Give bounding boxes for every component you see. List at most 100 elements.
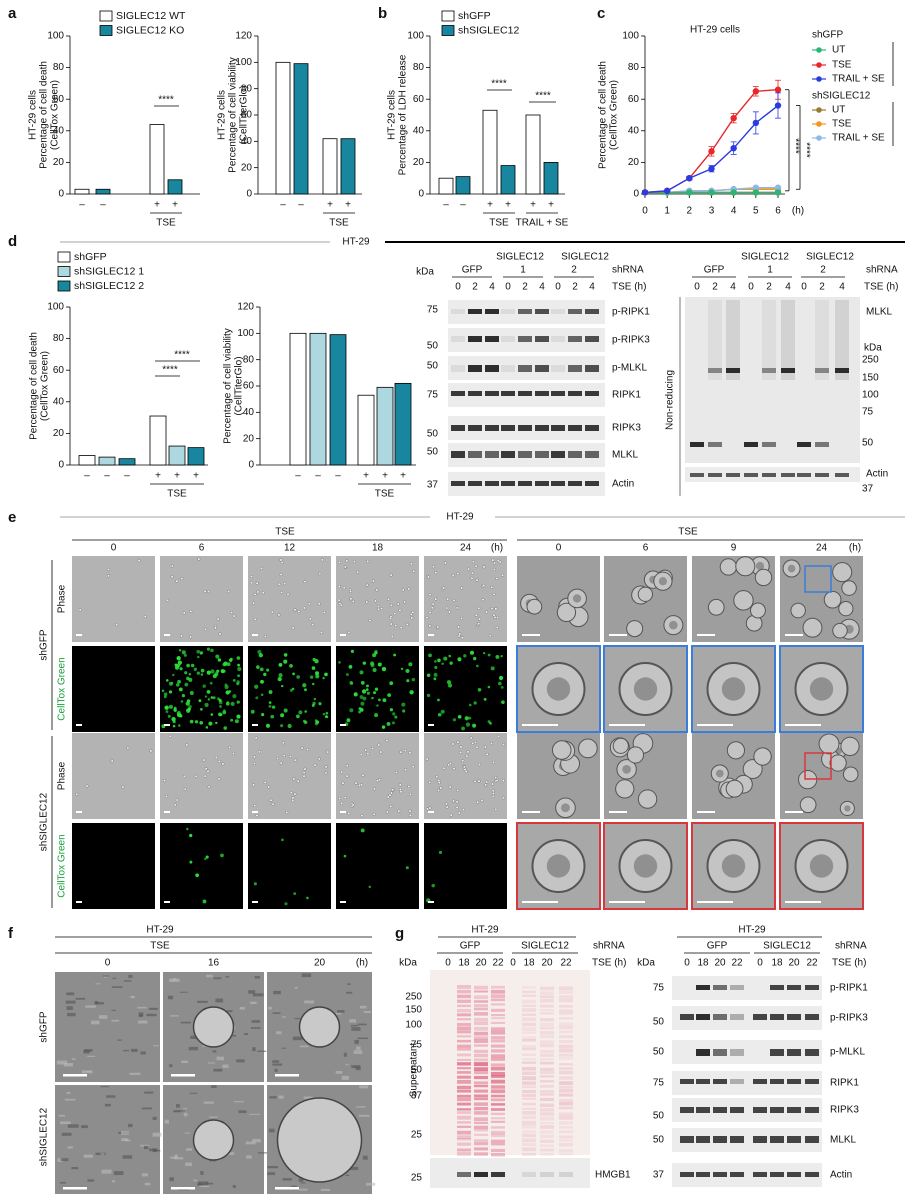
texture <box>128 975 133 978</box>
scale-bar <box>785 634 803 636</box>
cell <box>214 755 218 759</box>
fluorescent-cell <box>372 667 377 673</box>
texture <box>66 1006 73 1010</box>
stain-band <box>522 1081 536 1085</box>
cell <box>279 761 283 765</box>
cell <box>393 612 397 616</box>
y-tick-label: 60 <box>241 110 253 121</box>
y-tick-label: 40 <box>53 125 65 136</box>
stain-band <box>559 1130 573 1134</box>
stain-band <box>474 985 488 990</box>
texture <box>143 1145 149 1150</box>
lane-label: 2 <box>522 282 528 293</box>
micrograph <box>424 823 507 909</box>
blot-band <box>787 1172 801 1177</box>
fluorescent-cell <box>365 688 369 691</box>
fluorescent-cell <box>477 687 482 692</box>
fluorescent-cell <box>255 696 259 700</box>
cell <box>253 592 257 596</box>
fluorescent-cell <box>382 698 387 703</box>
cell <box>267 785 271 789</box>
texture <box>123 1049 130 1052</box>
stain-band <box>474 1084 488 1088</box>
kda-marker: 50 <box>427 361 439 372</box>
y-axis-label: HT-29 cells <box>217 90 228 140</box>
texture <box>345 1063 349 1066</box>
y-tick-label: 0 <box>248 460 254 471</box>
x-tick-label: + <box>193 471 199 482</box>
fluorescent-cell <box>189 690 194 695</box>
stain-band <box>474 1004 488 1008</box>
lane-label: 20 <box>475 958 487 969</box>
x-tick-label: + <box>363 471 369 482</box>
cell <box>444 802 449 806</box>
cell <box>277 613 281 617</box>
cell <box>279 573 283 577</box>
gene-label: SIGLEC12 <box>496 252 544 263</box>
cell <box>428 806 432 810</box>
scale-bar <box>697 724 733 726</box>
stain-band <box>522 1130 536 1134</box>
blot-band <box>535 391 549 396</box>
cell <box>448 762 453 766</box>
scale-bar <box>428 634 434 636</box>
fluorescent-cell <box>291 687 295 691</box>
y-axis-label: Percentage of cell death <box>39 61 50 169</box>
stain-band <box>540 1090 554 1093</box>
blot-band <box>568 309 582 314</box>
texture <box>66 992 75 996</box>
cell <box>182 774 186 778</box>
fluorescent-cell <box>172 673 175 677</box>
texture <box>351 1027 361 1031</box>
blot-band <box>696 985 710 990</box>
scale-bar <box>697 634 715 636</box>
texture <box>336 1010 345 1013</box>
cell <box>106 574 111 578</box>
texture <box>138 1012 144 1017</box>
series-point <box>708 148 715 155</box>
fluorescent-cell <box>219 713 223 716</box>
cell <box>204 767 208 771</box>
bar <box>500 165 516 195</box>
bar <box>167 179 183 195</box>
cell <box>338 796 342 801</box>
lane-label: 22 <box>806 958 818 969</box>
blot-band <box>501 451 515 458</box>
blot-band <box>708 442 722 447</box>
x-tick-label: + <box>382 471 388 482</box>
blot-band <box>568 365 582 372</box>
fluorescent-cell <box>200 673 204 676</box>
cell <box>456 571 460 576</box>
legend-marker <box>816 121 822 127</box>
texture <box>203 1101 214 1104</box>
cell <box>149 749 153 753</box>
y-tick-label: 20 <box>53 428 65 439</box>
fluorescent-cell <box>167 714 171 718</box>
blot-smear <box>708 300 722 380</box>
texture <box>99 1015 108 1019</box>
cell <box>291 796 295 800</box>
cell <box>253 617 257 621</box>
fluorescent-cell <box>261 712 265 717</box>
cell <box>411 765 415 769</box>
lane-label: 2 <box>572 282 578 293</box>
y-tick-label: 0 <box>418 189 424 200</box>
band-label: RIPK3 <box>612 423 641 434</box>
blot-smear <box>781 300 795 380</box>
fluorescent-cell <box>197 655 200 659</box>
fluorescent-cell <box>283 659 288 664</box>
texture <box>199 1185 210 1188</box>
series-point <box>774 189 782 196</box>
x-tick-label: + <box>548 200 554 211</box>
cell <box>459 616 463 621</box>
x-tick-label: – <box>335 471 341 482</box>
scale-bar <box>522 811 540 813</box>
stain-band <box>559 995 573 999</box>
cell <box>107 567 111 571</box>
fluorescent-cell <box>173 708 177 712</box>
band-label: RIPK1 <box>612 390 641 401</box>
texture <box>188 1046 198 1051</box>
cell <box>203 627 207 631</box>
time-label: 12 <box>284 543 296 554</box>
fluorescent-cell <box>177 660 182 665</box>
